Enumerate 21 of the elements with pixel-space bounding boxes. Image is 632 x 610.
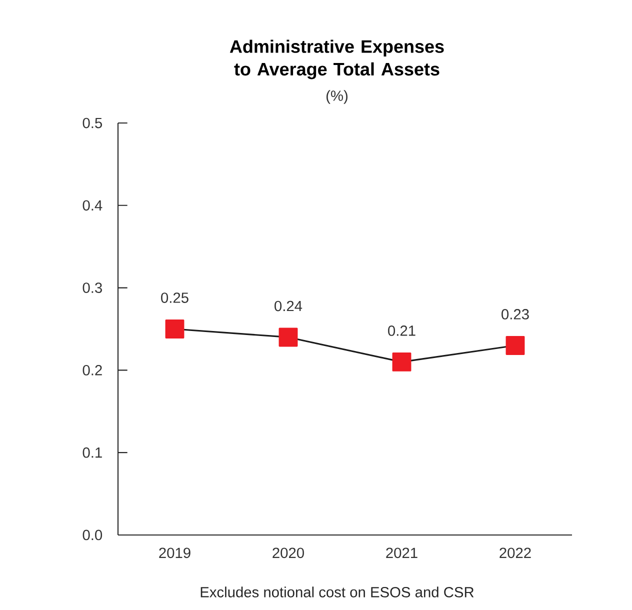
- data-label: 0.23: [502, 309, 529, 320]
- x-tick-label: 2022: [500, 548, 531, 558]
- point: [165, 320, 184, 338]
- y-tick-label: 0.5: [82, 118, 102, 128]
- data-label: 0.21: [388, 326, 416, 336]
- text: Excludes notional cost on ESOS and CSR: [200, 586, 474, 598]
- x-tick-label: 2021: [386, 548, 418, 558]
- x-tick-label: 2020: [272, 548, 304, 558]
- y-tick-label: 0.2: [82, 365, 102, 376]
- y-tick-label: 0.0: [82, 530, 102, 540]
- chart-title: Administrative Expenses to Average Total Assets: [230, 40, 444, 80]
- point: [278, 328, 298, 347]
- point: [506, 336, 525, 355]
- data-label: 0.25: [161, 292, 188, 303]
- data-label: 0.24: [274, 300, 302, 312]
- x-tick-label: 2019: [159, 548, 190, 558]
- y-tick-label: 0.1: [82, 447, 102, 458]
- y-tick-label: 0.4: [82, 200, 102, 211]
- point: [392, 352, 412, 372]
- y-tick-label: 0.3: [82, 282, 102, 293]
- chart-subtitle: (%): [326, 90, 348, 104]
